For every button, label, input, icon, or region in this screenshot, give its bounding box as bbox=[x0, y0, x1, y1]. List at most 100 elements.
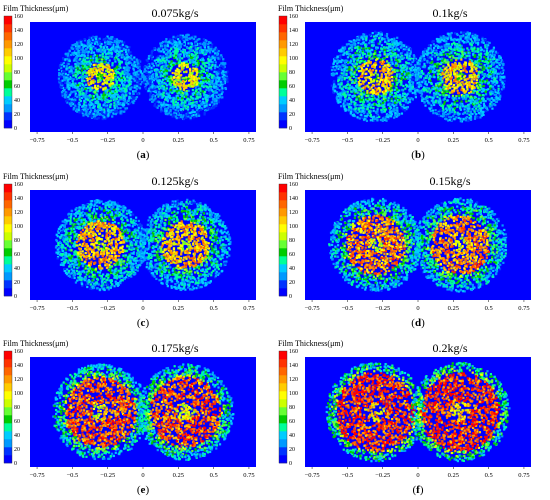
film-cell bbox=[209, 66, 213, 69]
film-cell bbox=[59, 80, 62, 83]
film-cell bbox=[367, 94, 370, 98]
film-cell bbox=[393, 75, 396, 79]
film-cell bbox=[484, 46, 487, 49]
film-cell bbox=[444, 113, 447, 117]
film-cell bbox=[354, 88, 357, 92]
film-cell bbox=[387, 39, 390, 42]
film-cell bbox=[358, 46, 361, 49]
film-cell bbox=[351, 86, 354, 89]
film-cell bbox=[76, 54, 79, 57]
film-cell bbox=[361, 93, 364, 96]
film-cell bbox=[123, 95, 126, 98]
film-cell bbox=[151, 83, 154, 86]
film-cell bbox=[80, 87, 84, 90]
film-cell bbox=[396, 106, 399, 109]
film-cell bbox=[106, 107, 109, 110]
colorbar-tick-label: 60 bbox=[14, 84, 20, 90]
film-cell bbox=[92, 81, 95, 85]
film-cell bbox=[375, 92, 378, 95]
film-cell bbox=[165, 98, 168, 101]
film-cell bbox=[137, 71, 141, 74]
film-cell bbox=[417, 77, 420, 80]
film-cell bbox=[215, 48, 219, 51]
film-cell bbox=[353, 40, 356, 43]
film-cell bbox=[337, 101, 340, 104]
film-cell bbox=[103, 111, 106, 114]
film-cell bbox=[98, 54, 102, 57]
film-cell bbox=[403, 70, 406, 74]
film-cell bbox=[89, 48, 92, 51]
film-cell bbox=[122, 52, 125, 55]
film-cell bbox=[366, 51, 369, 54]
film-cell bbox=[363, 52, 366, 55]
film-cell bbox=[407, 72, 410, 75]
film-cell bbox=[215, 82, 218, 85]
film-cell bbox=[383, 100, 386, 103]
film-cell bbox=[177, 105, 180, 108]
film-cell bbox=[346, 80, 349, 83]
film-cell bbox=[118, 63, 121, 66]
film-cell bbox=[408, 80, 411, 84]
film-cell bbox=[351, 43, 354, 46]
film-cell bbox=[346, 84, 349, 87]
film-cell bbox=[125, 72, 128, 75]
film-cell bbox=[89, 99, 92, 102]
film-cell bbox=[143, 78, 146, 82]
film-cell bbox=[379, 103, 382, 106]
film-cell bbox=[333, 66, 337, 70]
film-cell bbox=[382, 104, 385, 108]
film-cell bbox=[348, 78, 352, 81]
film-cell bbox=[72, 101, 76, 105]
film-cell bbox=[93, 114, 96, 117]
film-cell bbox=[339, 85, 342, 88]
film-cell bbox=[176, 58, 179, 61]
film-cell bbox=[188, 107, 191, 110]
film-cell bbox=[152, 90, 155, 93]
film-cell bbox=[109, 96, 113, 99]
film-cell bbox=[374, 62, 377, 65]
film-cell bbox=[98, 74, 101, 77]
film-cell bbox=[205, 61, 209, 65]
film-cell bbox=[353, 71, 356, 74]
film-cell bbox=[375, 59, 378, 62]
film-cell bbox=[458, 47, 461, 50]
film-cell bbox=[116, 54, 120, 58]
film-cell bbox=[126, 73, 129, 76]
film-cell bbox=[368, 91, 372, 94]
film-cell bbox=[380, 33, 383, 36]
film-cell bbox=[60, 86, 63, 89]
film-cell bbox=[414, 93, 417, 96]
film-cell bbox=[78, 101, 81, 104]
film-cell bbox=[386, 80, 389, 83]
film-cell bbox=[162, 68, 165, 71]
film-cell bbox=[94, 89, 97, 92]
film-cell bbox=[81, 88, 84, 91]
film-cell bbox=[201, 90, 204, 93]
film-cell bbox=[178, 59, 182, 63]
film-cell bbox=[145, 78, 148, 81]
film-cell bbox=[387, 76, 390, 79]
film-cell bbox=[83, 67, 86, 70]
film-cell bbox=[178, 85, 181, 88]
film-cell bbox=[156, 58, 159, 61]
film-cell bbox=[475, 41, 478, 45]
film-cell bbox=[393, 41, 396, 44]
film-cell bbox=[354, 101, 357, 105]
film-cell bbox=[392, 104, 396, 108]
film-cell bbox=[375, 69, 378, 72]
film-cell bbox=[163, 44, 167, 47]
film-cell bbox=[348, 107, 351, 110]
film-cell bbox=[123, 110, 126, 113]
film-cell bbox=[169, 55, 172, 58]
film-cell bbox=[59, 83, 62, 86]
film-cell bbox=[214, 56, 217, 59]
film-cell bbox=[143, 68, 147, 71]
film-cell bbox=[132, 67, 135, 70]
film-cell bbox=[218, 78, 221, 81]
film-cell bbox=[174, 100, 178, 104]
film-cell bbox=[194, 42, 197, 45]
film-cell bbox=[386, 55, 389, 58]
film-cell bbox=[369, 104, 373, 107]
film-cell bbox=[108, 66, 111, 69]
film-cell bbox=[207, 107, 210, 111]
